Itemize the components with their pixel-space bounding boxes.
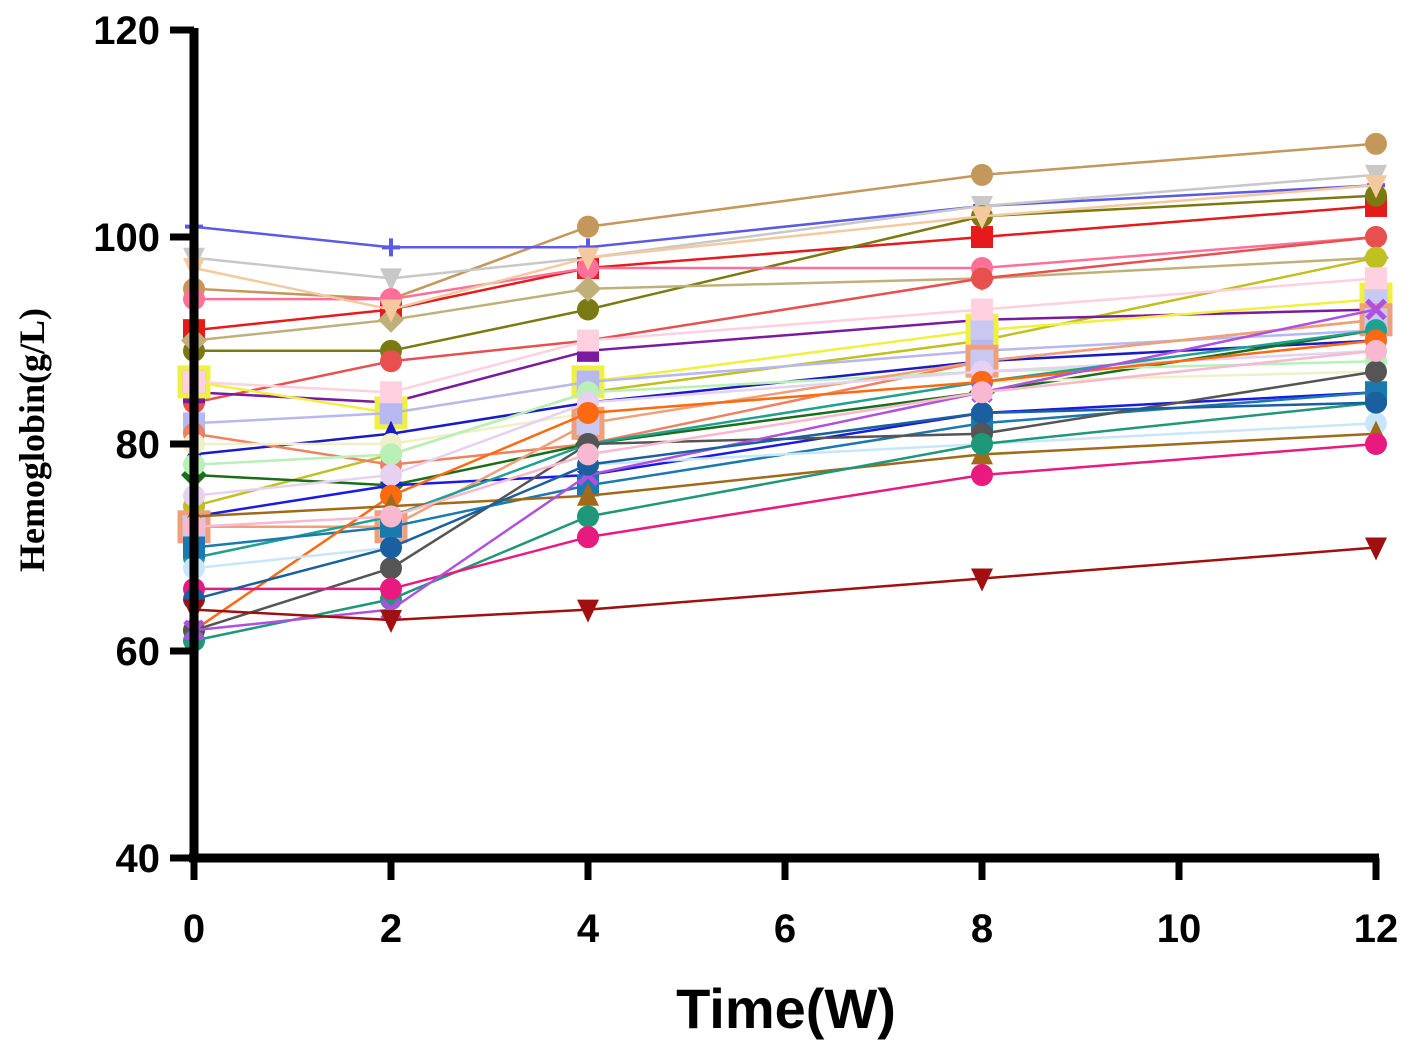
data-point-s30-w8 [971, 464, 993, 487]
data-point-s1-w12 [1365, 132, 1387, 155]
data-point-s25-w4 [577, 401, 599, 424]
x-tick-label-8: 8 [971, 907, 993, 951]
data-point-s34-w4 [577, 443, 599, 466]
x-tick-label-6: 6 [774, 907, 796, 951]
x-tick-label-0: 0 [183, 907, 205, 951]
data-point-s16-w8 [971, 298, 993, 321]
data-point-s5-w4 [577, 298, 599, 321]
x-ticks: 0 2 4 6 8 10 12 [183, 858, 1398, 951]
data-point-s8-w2 [380, 299, 402, 323]
data-point-s33-w12 [1365, 537, 1387, 561]
series-8 [183, 175, 1387, 323]
data-point-s16-w4 [577, 329, 599, 352]
data-point-s3-w2 [380, 268, 402, 292]
y-tick-label-120: 120 [93, 9, 160, 53]
series-30 [183, 433, 1387, 600]
data-point-s34-w2 [380, 505, 402, 528]
data-point-s9-w8 [971, 267, 993, 290]
data-point-s16-w2 [380, 381, 402, 404]
x-tick-label-12: 12 [1354, 907, 1399, 951]
y-tick-label-40: 40 [116, 837, 161, 881]
data-point-s33-w8 [971, 568, 993, 592]
data-point-s32-w12 [1365, 391, 1387, 414]
series-layer [177, 132, 1393, 652]
data-point-s30-w2 [380, 577, 402, 600]
data-point-s16-w12 [1365, 267, 1387, 290]
data-point-s32-w8 [971, 401, 993, 424]
x-tick-label-4: 4 [577, 907, 600, 951]
data-point-s28-w2 [380, 557, 402, 580]
y-tick-label-60: 60 [116, 630, 161, 674]
x-tick-label-2: 2 [380, 907, 402, 951]
data-point-s10-w12 [1365, 246, 1387, 269]
data-point-s34-w12 [1365, 339, 1387, 362]
data-point-s31-w12 [1365, 298, 1387, 321]
data-point-s33-w2 [380, 609, 402, 633]
data-point-s7-w4 [575, 275, 601, 302]
series-3 [183, 164, 1387, 292]
series-16 [183, 267, 1387, 404]
series-line-24 [193, 391, 1377, 549]
y-ticks: 40 60 80 100 120 [93, 9, 194, 881]
data-point-s29-w8 [971, 433, 993, 455]
data-point-s8-w8 [971, 206, 993, 230]
data-point-s8-w4 [577, 247, 599, 271]
series-34 [183, 339, 1387, 538]
data-point-s9-w12 [1365, 226, 1387, 248]
y-tick-label-100: 100 [93, 216, 160, 260]
series-33 [183, 537, 1387, 633]
data-point-s27-w4 [577, 482, 599, 506]
data-point-s1-w4 [577, 215, 599, 238]
data-point-s22-w2 [380, 464, 402, 487]
data-point-s9-w2 [380, 350, 402, 373]
data-point-s4-w8 [971, 226, 993, 248]
data-point-s19-w2 [380, 443, 402, 466]
data-point-s8-w12 [1365, 175, 1387, 199]
data-point-s1-w8 [971, 163, 993, 186]
data-point-s33-w4 [577, 599, 599, 623]
series-9 [183, 226, 1387, 414]
data-point-s34-w8 [971, 381, 993, 404]
y-tick-label-80: 80 [116, 423, 161, 467]
x-tick-label-10: 10 [1157, 907, 1202, 951]
data-point-s32-w2 [380, 536, 402, 559]
data-point-s29-w4 [577, 505, 599, 528]
series-line-33 [193, 546, 1377, 622]
y-axis-title: Hemoglobin(g/L) [12, 308, 52, 572]
data-point-s30-w4 [577, 526, 599, 549]
series-line-27 [193, 432, 1377, 518]
data-point-s28-w12 [1365, 360, 1387, 383]
data-point-s13-w2 [380, 401, 402, 424]
data-point-s2-w2 [382, 238, 400, 257]
data-point-s30-w12 [1365, 433, 1387, 455]
series-line-12 [193, 297, 1377, 415]
x-axis-title: Time(W) [676, 977, 896, 1040]
